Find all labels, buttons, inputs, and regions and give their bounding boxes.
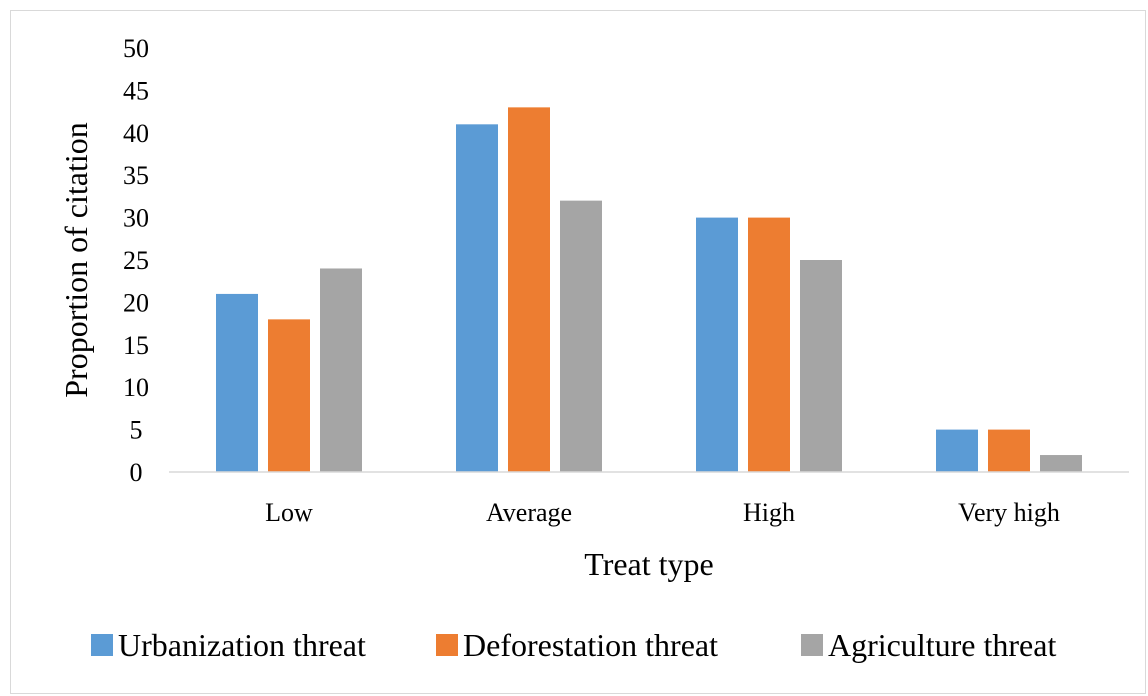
bars bbox=[216, 107, 1082, 473]
bar bbox=[456, 124, 498, 472]
legend-label: Agriculture threat bbox=[828, 627, 1056, 663]
bar bbox=[988, 429, 1030, 472]
y-axis-title: Proportion of citation bbox=[58, 122, 94, 398]
bar bbox=[508, 107, 550, 473]
bar bbox=[560, 200, 602, 472]
y-tick-label: 35 bbox=[123, 161, 149, 190]
y-tick-label: 0 bbox=[130, 458, 143, 487]
bar bbox=[216, 293, 258, 472]
bar bbox=[320, 268, 362, 472]
y-tick-label: 25 bbox=[123, 246, 149, 275]
bar bbox=[696, 217, 738, 472]
bar-chart: 0 5 10 15 20 25 30 35 40 45 50 Low Average High Very … bbox=[58, 34, 1129, 663]
chart-frame: 0 5 10 15 20 25 30 35 40 45 50 Low Average High Very … bbox=[10, 10, 1146, 694]
y-tick-label: 40 bbox=[123, 119, 149, 148]
bar bbox=[1040, 455, 1082, 472]
y-tick-label: 10 bbox=[123, 373, 149, 402]
y-tick-label: 30 bbox=[123, 204, 149, 233]
y-tick-label: 50 bbox=[123, 34, 149, 63]
legend-label: Urbanization threat bbox=[118, 627, 366, 663]
legend-swatch bbox=[801, 634, 823, 656]
bar bbox=[800, 260, 842, 472]
y-tick-label: 5 bbox=[130, 416, 143, 445]
bar bbox=[268, 319, 310, 472]
bar bbox=[748, 217, 790, 472]
y-tick-label: 45 bbox=[123, 76, 149, 105]
legend-swatch bbox=[91, 634, 113, 656]
x-tick-label: Low bbox=[265, 498, 313, 527]
y-tick-label: 15 bbox=[123, 331, 149, 360]
bar bbox=[936, 429, 978, 472]
x-axis-ticks: Low Average High Very high bbox=[265, 498, 1060, 527]
legend: Urbanization threat Deforestation threat A… bbox=[91, 627, 1056, 663]
x-axis-title: Treat type bbox=[584, 546, 713, 582]
x-tick-label: Very high bbox=[958, 498, 1060, 527]
x-tick-label: Average bbox=[486, 498, 572, 527]
legend-label: Deforestation threat bbox=[463, 627, 718, 663]
x-tick-label: High bbox=[743, 498, 795, 527]
y-tick-label: 20 bbox=[123, 288, 149, 317]
y-axis-ticks: 0 5 10 15 20 25 30 35 40 45 50 bbox=[123, 34, 149, 487]
legend-swatch bbox=[436, 634, 458, 656]
